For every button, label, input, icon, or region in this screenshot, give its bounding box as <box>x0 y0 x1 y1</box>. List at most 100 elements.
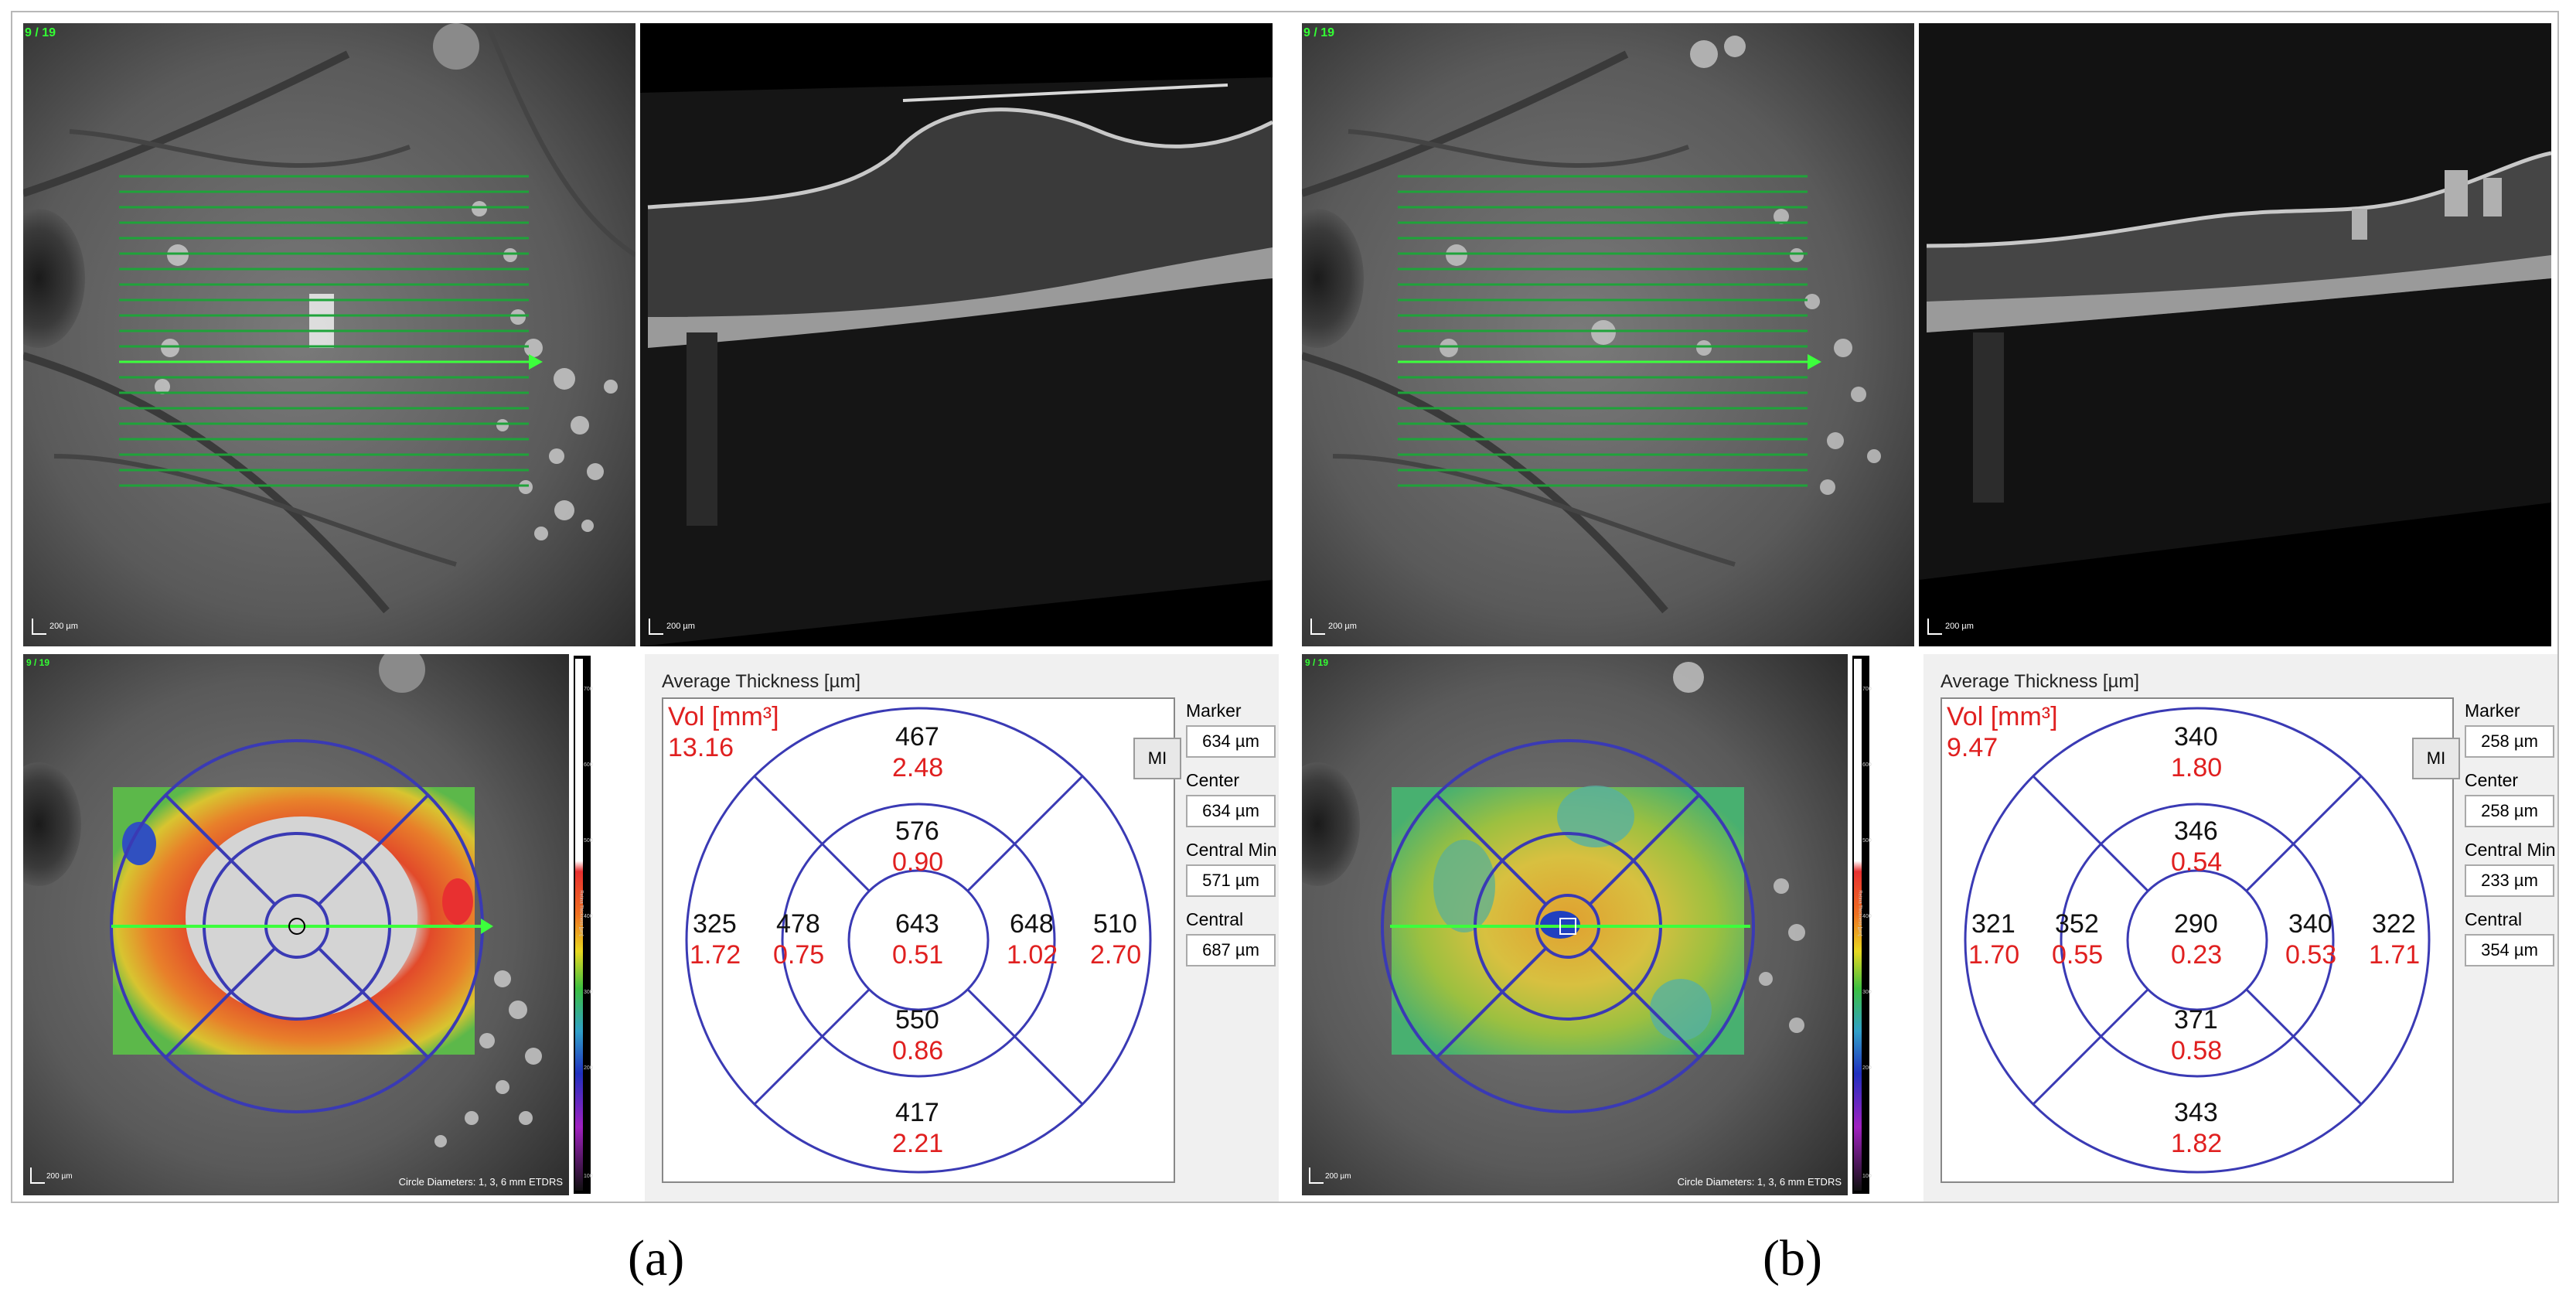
marker-field: 258 µm <box>2465 725 2554 758</box>
frame-counter: 9 / 19 <box>1305 657 1329 668</box>
sector-inner-right-volume: 0.53 <box>2285 940 2337 970</box>
colorbar-tick: 100 <box>584 1174 593 1179</box>
sector-center-volume: 0.23 <box>2171 940 2223 970</box>
central-min-label: Central Min <box>1186 840 1277 860</box>
scale-label: 200 µm <box>49 622 78 631</box>
oct-bscan-image: 200 µm <box>640 23 1273 646</box>
sector-outer-right-thickness: 322 <box>2372 909 2416 939</box>
sector-inner-right-thickness: 340 <box>2288 909 2332 939</box>
sector-inner-left-thickness: 352 <box>2055 909 2099 939</box>
frame-counter: 9 / 19 <box>26 657 50 668</box>
colorbar-title: Retina Thickness [µm] <box>1857 890 1862 936</box>
scale-label: 200 µm <box>1328 622 1357 631</box>
etdrs-analysis-panel: Average Thickness [µm] Vol [mm³] 9.47 <box>1923 654 2557 1202</box>
sector-inner-inferior-volume: 0.58 <box>2171 1036 2223 1065</box>
colorbar-tick: 500 <box>584 838 593 844</box>
sector-inner-inferior-thickness: 371 <box>2174 1005 2218 1035</box>
panel-b: 9 / 19 200 µm 200 µm <box>1291 12 2557 1202</box>
marker-label: Marker <box>2465 701 2520 721</box>
thickness-map-image: 9 / 19 200 µm Circle Diameters: 1, 3, 6 … <box>1302 654 1848 1195</box>
sector-outer-inferior-volume: 1.82 <box>2171 1129 2223 1158</box>
colorbar-title: Retina Thickness [µm] <box>578 890 584 936</box>
sector-center-thickness: 290 <box>2174 909 2218 939</box>
circle-diameters-note: Circle Diameters: 1, 3, 6 mm ETDRS <box>1677 1176 1842 1188</box>
central-max-field: 687 µm <box>1186 934 1276 966</box>
sector-outer-right-volume: 1.71 <box>2369 940 2421 970</box>
sector-inner-superior-thickness: 576 <box>895 816 939 846</box>
sector-inner-superior-volume: 0.54 <box>2171 847 2223 877</box>
colorbar-tick: 700 <box>584 687 593 692</box>
sector-outer-inferior-thickness: 417 <box>895 1098 939 1127</box>
figure-frame: 9 / 19 200 µm 200 µm <box>11 11 2559 1203</box>
central-min-label: Central Min <box>2465 840 2556 860</box>
vol-label: Vol [mm³] <box>1947 702 2058 731</box>
scale-label: 200 µm <box>666 622 695 631</box>
mi-button[interactable]: MI <box>1133 738 1181 779</box>
colorbar-tick: 700 <box>1862 687 1872 692</box>
panel-label-b: (b) <box>1763 1230 1822 1287</box>
vol-label: Vol [mm³] <box>668 702 779 731</box>
sector-inner-superior-thickness: 346 <box>2174 816 2218 846</box>
central-max-field: 354 µm <box>2465 934 2554 966</box>
sector-outer-right-thickness: 510 <box>1093 909 1137 939</box>
scale-label: 200 µm <box>1945 622 1974 631</box>
center-field: 258 µm <box>2465 795 2554 827</box>
central-min-field: 233 µm <box>2465 864 2554 897</box>
sector-inner-right-thickness: 648 <box>1010 909 1054 939</box>
center-label: Center <box>2465 770 2519 790</box>
mi-button[interactable]: MI <box>2412 738 2460 779</box>
sector-outer-superior-volume: 1.80 <box>2171 753 2223 782</box>
thickness-map-image: 9 / 19 200 µm Circle Diameters: 1, 3, 6 … <box>23 654 569 1195</box>
sector-outer-superior-thickness: 467 <box>895 722 939 752</box>
thickness-colorbar: 700 600 500 400 300 200 100 Retina Thick… <box>1852 656 1872 1194</box>
average-thickness-title: Average Thickness [µm] <box>662 671 861 692</box>
sector-outer-superior-thickness: 340 <box>2174 722 2218 752</box>
colorbar-tick: 500 <box>1862 838 1872 844</box>
vol-value: 9.47 <box>1947 733 1998 762</box>
etdrs-chart-box: Vol [mm³] 9.47 MI 340 1.80 346 0.54 290 … <box>1941 697 2460 1183</box>
marker-field: 634 µm <box>1186 725 1276 758</box>
sector-inner-superior-volume: 0.90 <box>892 847 944 877</box>
colorbar-tick: 200 <box>1862 1065 1872 1071</box>
etdrs-analysis-panel: Average Thickness [µm] Vol [mm³] 13.16 <box>645 654 1279 1202</box>
colorbar-tick: 400 <box>584 914 593 919</box>
sector-outer-superior-volume: 2.48 <box>892 753 944 782</box>
scale-label: 200 µm <box>46 1172 73 1181</box>
sector-inner-left-thickness: 478 <box>776 909 820 939</box>
fundus-image: 9 / 19 200 µm <box>1302 23 1914 646</box>
sector-inner-inferior-thickness: 550 <box>895 1005 939 1035</box>
frame-counter: 9 / 19 <box>1303 26 1335 39</box>
sector-center-volume: 0.51 <box>892 940 944 970</box>
central-min-field: 571 µm <box>1186 864 1276 897</box>
colorbar-tick: 300 <box>584 990 593 995</box>
center-field: 634 µm <box>1186 795 1276 827</box>
average-thickness-title: Average Thickness [µm] <box>1941 671 2140 692</box>
fundus-image: 9 / 19 200 µm <box>23 23 635 646</box>
etdrs-chart-box: Vol [mm³] 13.16 MI 467 2.48 576 0.90 643… <box>662 697 1181 1183</box>
sector-outer-left-thickness: 325 <box>693 909 737 939</box>
sector-center-thickness: 643 <box>895 909 939 939</box>
sector-outer-left-volume: 1.70 <box>1968 940 2020 970</box>
panel-a: 9 / 19 200 µm 200 µm <box>12 12 1279 1202</box>
sector-inner-inferior-volume: 0.86 <box>892 1036 944 1065</box>
sector-outer-right-volume: 2.70 <box>1090 940 1142 970</box>
oct-bscan-image: 200 µm <box>1919 23 2551 646</box>
panel-label-a: (a) <box>628 1230 685 1287</box>
sector-outer-inferior-thickness: 343 <box>2174 1098 2218 1127</box>
thickness-colorbar: 700 600 500 400 300 200 100 Retina Thick… <box>574 656 593 1194</box>
colorbar-tick: 300 <box>1862 990 1872 995</box>
center-label: Center <box>1186 770 1240 790</box>
colorbar-tick: 600 <box>584 762 593 768</box>
sector-outer-left-volume: 1.72 <box>690 940 741 970</box>
vol-value: 13.16 <box>668 733 734 762</box>
frame-counter: 9 / 19 <box>25 26 56 39</box>
sector-outer-inferior-volume: 2.21 <box>892 1129 944 1158</box>
colorbar-tick: 600 <box>1862 762 1872 768</box>
circle-diameters-note: Circle Diameters: 1, 3, 6 mm ETDRS <box>398 1176 563 1188</box>
marker-label: Marker <box>1186 701 1242 721</box>
colorbar-tick: 100 <box>1862 1174 1872 1179</box>
sector-inner-right-volume: 1.02 <box>1007 940 1058 970</box>
colorbar-tick: 400 <box>1862 914 1872 919</box>
sector-inner-left-volume: 0.55 <box>2052 940 2104 970</box>
colorbar-tick: 200 <box>584 1065 593 1071</box>
